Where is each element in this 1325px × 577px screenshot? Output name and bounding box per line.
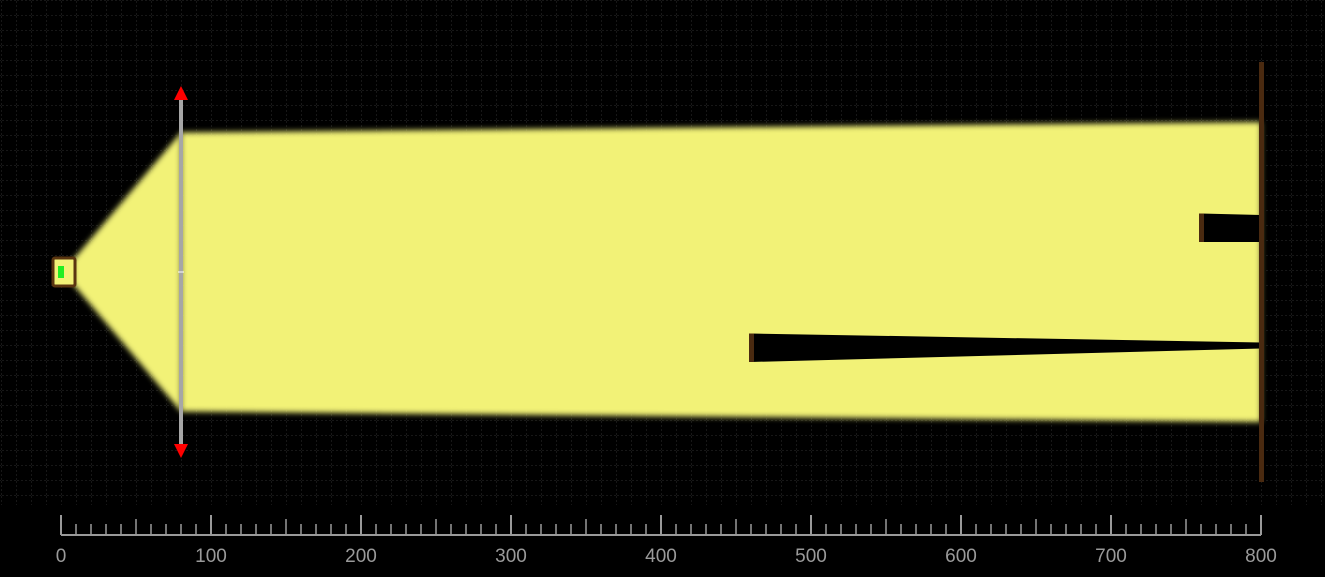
light-source-icon[interactable] (51, 256, 77, 288)
obstacle-shadow-1 (1201, 213, 1261, 242)
obstacle-2[interactable] (749, 333, 754, 363)
obstacle-shadow-2 (751, 333, 1261, 362)
converging-lens-icon[interactable] (174, 86, 188, 458)
ruler-label: 200 (345, 546, 377, 567)
lens-arrow-up-icon (174, 86, 188, 100)
ruler-label: 400 (645, 546, 677, 567)
ruler: 0 100 200 300 400 500 600 700 800 (56, 515, 1277, 567)
source-emitter (58, 266, 64, 278)
ruler-label: 800 (1245, 546, 1277, 567)
beam-collimated (181, 122, 1261, 422)
obstacle-1[interactable] (1199, 213, 1204, 243)
ruler-label: 700 (1095, 546, 1127, 567)
ruler-label: 0 (56, 546, 67, 567)
lens-arrow-down-icon (174, 444, 188, 458)
ruler-label: 100 (195, 546, 227, 567)
ruler-label: 600 (945, 546, 977, 567)
screen (1259, 62, 1264, 482)
beam-cone (73, 132, 181, 412)
obstacles (749, 213, 1261, 363)
screen-bar[interactable] (1259, 62, 1264, 482)
ruler-label: 500 (795, 546, 827, 567)
ruler-label: 300 (495, 546, 527, 567)
light-beam (73, 122, 1261, 422)
